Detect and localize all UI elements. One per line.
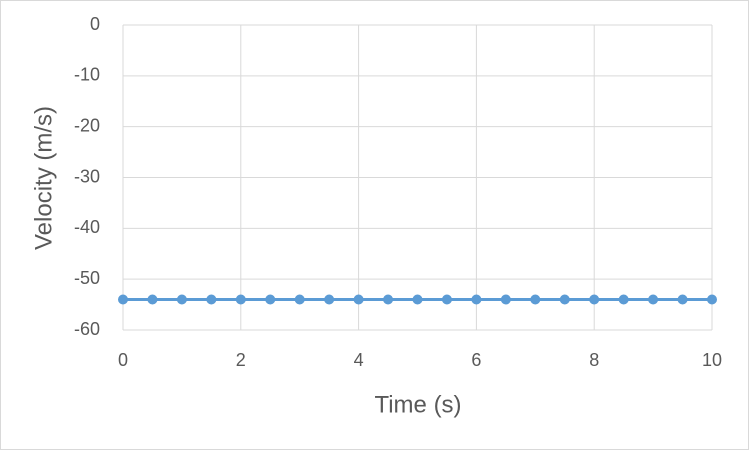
data-point <box>648 294 659 305</box>
data-point <box>589 294 600 305</box>
y-tick-label: -50 <box>74 268 100 288</box>
data-point <box>294 294 305 305</box>
data-point <box>441 294 452 305</box>
data-point <box>235 294 246 305</box>
data-point <box>412 294 423 305</box>
x-axis-title: Time (s) <box>374 391 461 418</box>
x-tick-label: 4 <box>354 350 364 370</box>
data-point <box>559 294 570 305</box>
x-tick-label: 0 <box>118 350 128 370</box>
data-point <box>353 294 364 305</box>
data-point <box>677 294 688 305</box>
data-point <box>265 294 276 305</box>
y-tick-label: -40 <box>74 217 100 237</box>
data-point <box>383 294 394 305</box>
x-tick-label: 2 <box>236 350 246 370</box>
data-point <box>176 294 187 305</box>
data-point <box>206 294 217 305</box>
x-tick-label: 6 <box>471 350 481 370</box>
y-tick-label: -10 <box>74 65 100 85</box>
data-point <box>471 294 482 305</box>
y-tick-label: -60 <box>74 319 100 339</box>
y-tick-label: -20 <box>74 115 100 135</box>
data-point <box>707 294 717 305</box>
y-axis-title: Velocity (m/s) <box>30 106 57 250</box>
y-tick-label: -30 <box>74 166 100 186</box>
data-point <box>324 294 335 305</box>
x-tick-label: 8 <box>589 350 599 370</box>
data-point <box>118 294 128 305</box>
data-point <box>147 294 158 305</box>
data-point <box>530 294 541 305</box>
x-tick-label: 10 <box>702 350 722 370</box>
data-point <box>618 294 629 305</box>
data-point <box>500 294 511 305</box>
y-tick-label: 0 <box>90 14 100 34</box>
